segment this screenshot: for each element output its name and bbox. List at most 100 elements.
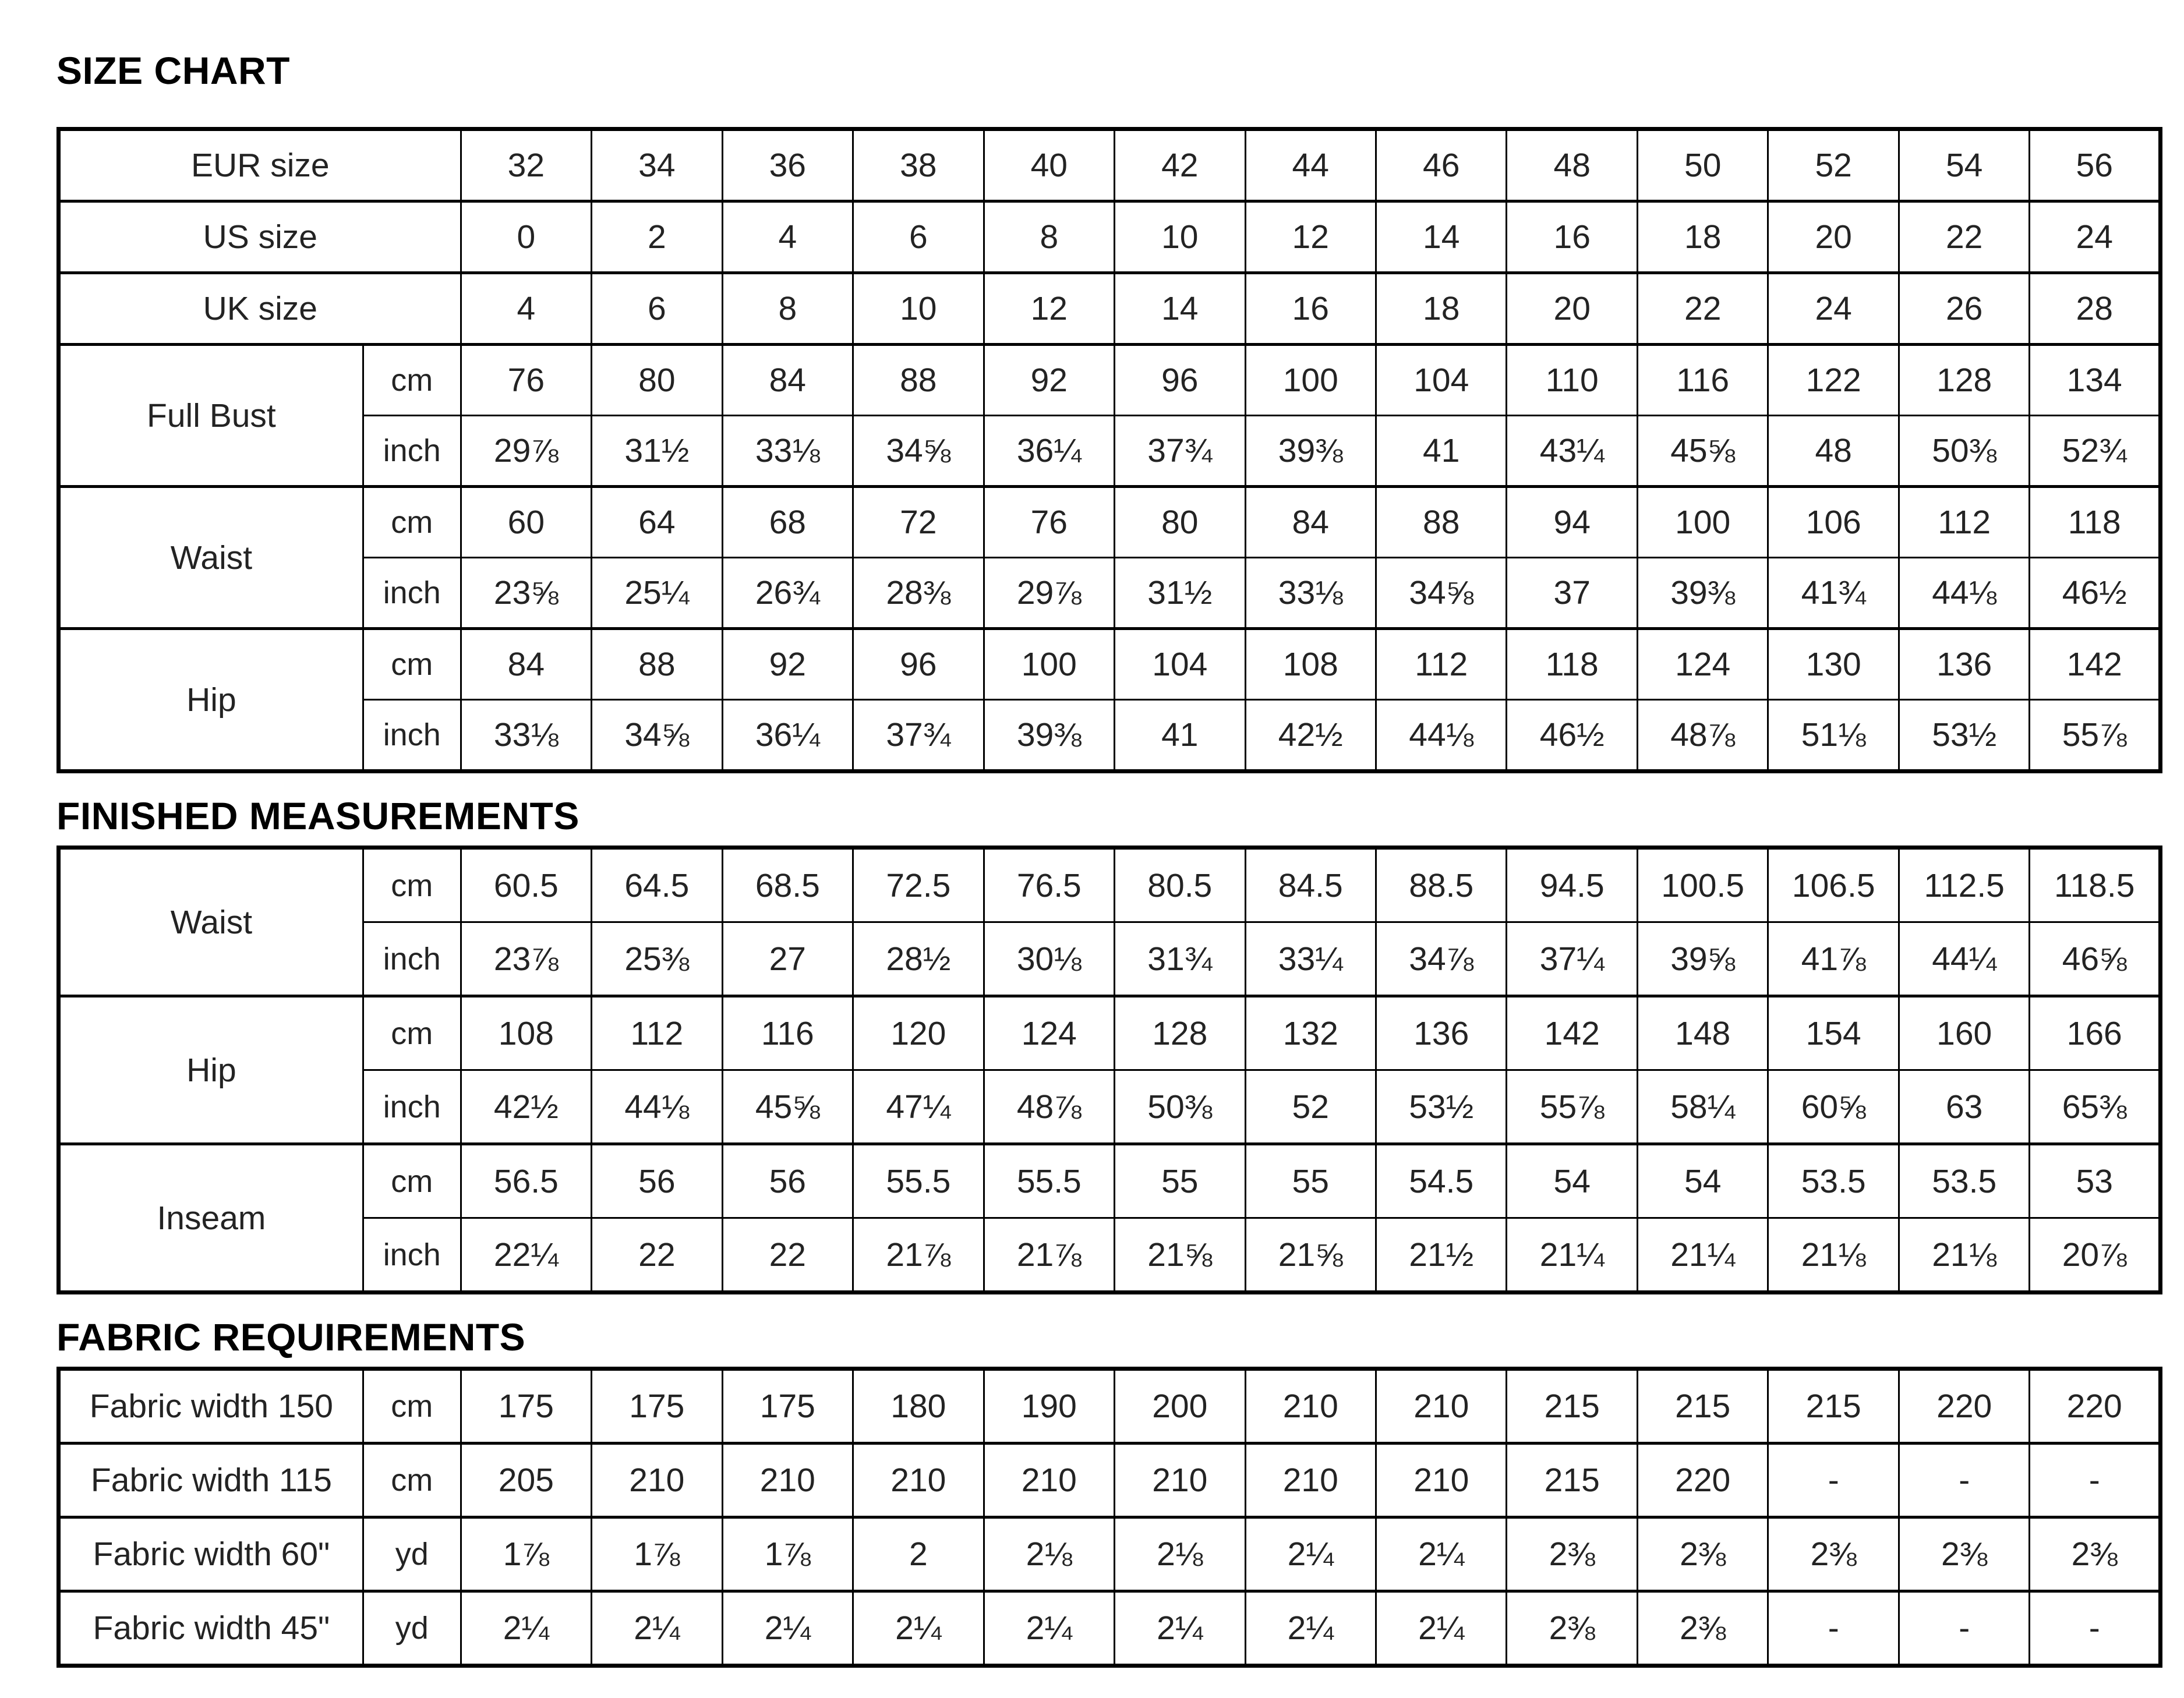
value-cell: 24 bbox=[1767, 271, 1900, 345]
value-cell: 44 bbox=[1244, 128, 1377, 201]
value-cell: 18 bbox=[1374, 271, 1508, 345]
value-cell: 154 bbox=[1767, 995, 1900, 1070]
value-cell: 21⅛ bbox=[1897, 1217, 2031, 1293]
value-cell: 21⅝ bbox=[1114, 1217, 1246, 1293]
value-cell: - bbox=[1767, 1442, 1900, 1517]
value-cell: 56 bbox=[721, 1142, 854, 1218]
value-cell: 31½ bbox=[1114, 557, 1246, 629]
value-cell: 100 bbox=[983, 627, 1116, 700]
value-cell: 21¼ bbox=[1636, 1217, 1769, 1293]
value-cell: 46½ bbox=[2028, 557, 2161, 629]
unit-cell: cm bbox=[362, 485, 462, 558]
value-cell: 128 bbox=[1114, 995, 1246, 1070]
value-cell: 124 bbox=[983, 995, 1116, 1070]
value-cell: 42½ bbox=[1244, 699, 1377, 772]
value-cell: 60.5 bbox=[460, 846, 593, 922]
value-cell: 136 bbox=[1374, 995, 1508, 1070]
value-cell: 10 bbox=[1114, 200, 1246, 273]
value-cell: 2¼ bbox=[1374, 1590, 1508, 1666]
value-cell: 45⅝ bbox=[1636, 415, 1769, 487]
table-row: Hip cm 108 112 116 120 124 128 132 136 142 148 154 16… bbox=[58, 995, 2161, 1144]
value-cell: 210 bbox=[721, 1442, 854, 1517]
value-cell: 210 bbox=[1374, 1442, 1508, 1517]
value-cell: 128 bbox=[1897, 343, 2031, 416]
value-cell: 55 bbox=[1244, 1142, 1377, 1218]
value-cell: 215 bbox=[1506, 1367, 1638, 1444]
value-cell: 53½ bbox=[1374, 1069, 1508, 1144]
unit-cell: inch bbox=[362, 1069, 462, 1144]
value-cell: 88 bbox=[1374, 485, 1508, 558]
value-cell: 60 bbox=[460, 485, 593, 558]
value-cell: 39⅝ bbox=[1636, 921, 1769, 996]
value-cell: 190 bbox=[983, 1367, 1116, 1444]
value-cell: 55⅞ bbox=[2028, 699, 2161, 772]
value-cell: 88 bbox=[591, 627, 723, 700]
table-row: Hip cm 84 88 92 96 100 104 108 112 118 124 130 136 142 bbox=[58, 627, 2161, 772]
value-cell: 37¼ bbox=[1506, 921, 1638, 996]
finished-measurements-table-body: Waist cm 60.5 64.5 68.5 72.5 76.5 80.5 84.5 88.5 9… bbox=[58, 846, 2161, 1293]
unit-cell: inch bbox=[362, 415, 462, 487]
row-label-cell: Waist bbox=[58, 846, 364, 996]
value-cell: 215 bbox=[1636, 1367, 1769, 1444]
value-cell: 210 bbox=[1114, 1442, 1246, 1517]
value-cell: 166 bbox=[2028, 995, 2161, 1070]
value-cell: 0 bbox=[460, 200, 593, 273]
unit-cell: inch bbox=[362, 557, 462, 629]
value-cell: 200 bbox=[1114, 1367, 1246, 1444]
value-cell: 43¼ bbox=[1506, 415, 1638, 487]
value-cell: 23⅞ bbox=[460, 921, 593, 996]
value-cell: 175 bbox=[460, 1367, 593, 1444]
value-cell: 10 bbox=[852, 271, 985, 345]
value-cell: 22¼ bbox=[460, 1217, 593, 1293]
value-cell: 58¼ bbox=[1636, 1069, 1769, 1144]
value-cell: 210 bbox=[1374, 1367, 1508, 1444]
value-cell: 175 bbox=[721, 1367, 854, 1444]
value-cell: 76 bbox=[983, 485, 1116, 558]
unit-cell: cm bbox=[362, 995, 462, 1070]
value-cell: 88 bbox=[852, 343, 985, 416]
value-cell: 34⅝ bbox=[852, 415, 985, 487]
value-cell: 88.5 bbox=[1374, 846, 1508, 922]
value-cell: 54 bbox=[1636, 1142, 1769, 1218]
size-chart-title: SIZE CHART bbox=[56, 49, 290, 92]
value-cell: 52 bbox=[1244, 1069, 1377, 1144]
value-cell: 2¼ bbox=[721, 1590, 854, 1666]
value-cell: 210 bbox=[591, 1442, 723, 1517]
value-cell: 112 bbox=[1374, 627, 1508, 700]
value-cell: 142 bbox=[2028, 627, 2161, 700]
value-cell: 220 bbox=[1636, 1442, 1769, 1517]
value-cell: 44⅛ bbox=[591, 1069, 723, 1144]
value-cell: 2⅜ bbox=[1636, 1590, 1769, 1666]
value-cell: 108 bbox=[460, 995, 593, 1070]
value-cell: 116 bbox=[721, 995, 854, 1070]
value-cell: 1⅞ bbox=[591, 1516, 723, 1591]
value-cell: 33⅛ bbox=[1244, 557, 1377, 629]
value-cell: - bbox=[1767, 1590, 1900, 1666]
value-cell: 76 bbox=[460, 343, 593, 416]
value-cell: 55.5 bbox=[983, 1142, 1116, 1218]
size-chart-table-body: EUR size 32 34 36 38 40 42 44 46 48 50 52 54 56 US siz… bbox=[58, 128, 2161, 772]
unit-cell: cm bbox=[362, 627, 462, 700]
value-cell: 55⅞ bbox=[1506, 1069, 1638, 1144]
unit-cell: inch bbox=[362, 921, 462, 996]
row-label-cell: Hip bbox=[58, 627, 364, 772]
value-cell: 40 bbox=[983, 128, 1116, 201]
value-cell: 4 bbox=[721, 200, 854, 273]
value-cell: 2⅛ bbox=[1114, 1516, 1246, 1591]
value-cell: 36 bbox=[721, 128, 854, 201]
value-cell: 44¼ bbox=[1897, 921, 2031, 996]
value-cell: 104 bbox=[1114, 627, 1246, 700]
value-cell: 80.5 bbox=[1114, 846, 1246, 922]
value-cell: 2 bbox=[852, 1516, 985, 1591]
value-cell: 92 bbox=[983, 343, 1116, 416]
unit-cell: yd bbox=[362, 1590, 462, 1666]
value-cell: 2¼ bbox=[591, 1590, 723, 1666]
value-cell: 116 bbox=[1636, 343, 1769, 416]
value-cell: 2¼ bbox=[1114, 1590, 1246, 1666]
value-cell: 23⅝ bbox=[460, 557, 593, 629]
value-cell: 6 bbox=[852, 200, 985, 273]
value-cell: 21⅞ bbox=[852, 1217, 985, 1293]
value-cell: 34⅞ bbox=[1374, 921, 1508, 996]
value-cell: 215 bbox=[1506, 1442, 1638, 1517]
value-cell: 51⅛ bbox=[1767, 699, 1900, 772]
